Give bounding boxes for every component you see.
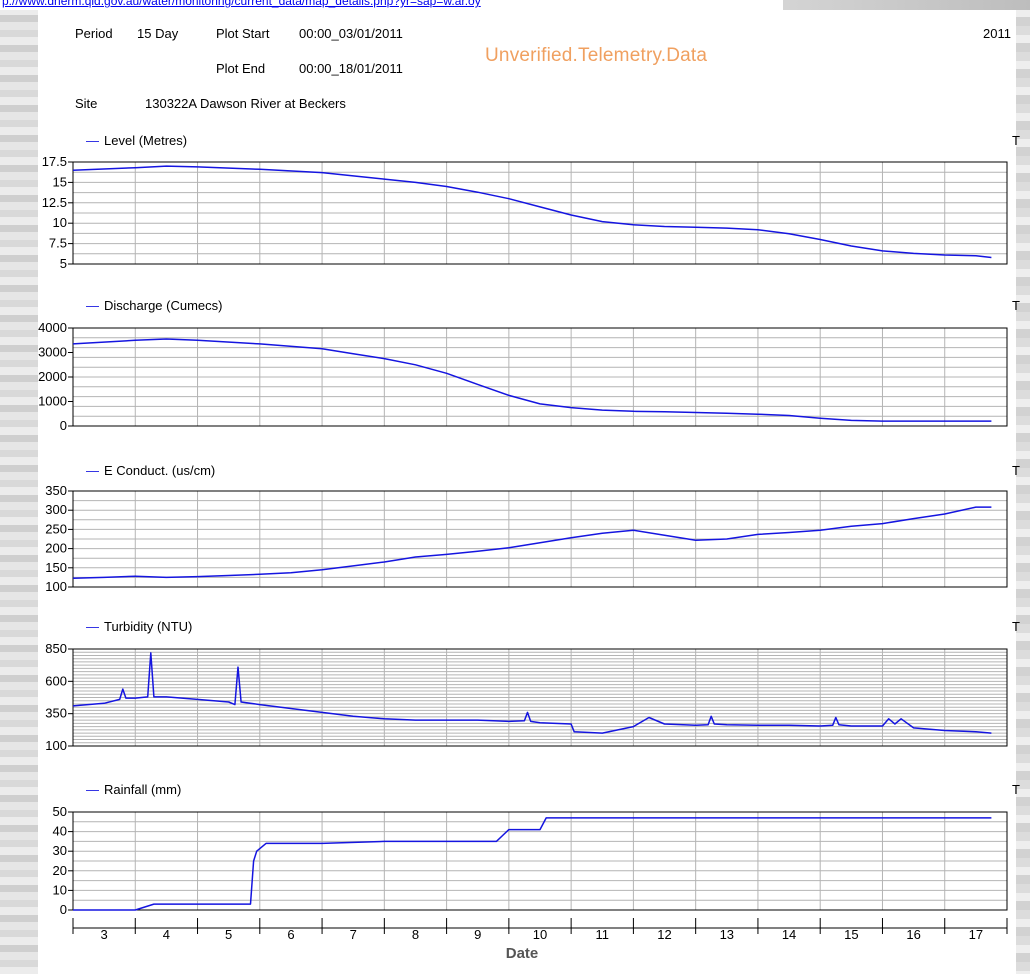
series-title: Discharge (Cumecs) [104,298,222,313]
y-tick-label: 2000 [38,369,67,384]
y-tick-label: 12.5 [42,195,67,210]
plot-end-value: 00:00_18/01/2011 [299,61,403,76]
panel-marker-t: T [1012,298,1020,313]
panel-marker-t: T [1012,782,1020,797]
y-tick-label: 50 [53,804,67,819]
y-tick-label: 1000 [38,394,67,409]
legend-line-swatch: — [86,463,99,478]
y-tick-label: 200 [45,541,67,556]
x-tick-label: 6 [287,927,294,942]
legend-line-swatch: — [86,782,99,797]
unverified-watermark: Unverified.Telemetry.Data [485,45,708,66]
series-line [72,165,992,259]
series-title: Rainfall (mm) [104,782,181,797]
y-tick-label: 40 [53,824,67,839]
y-tick-label: 3000 [38,345,67,360]
x-tick-label: 9 [474,927,481,942]
y-tick-label: 20 [53,863,67,878]
panel-marker-t: T [1012,133,1020,148]
x-tick-label: 16 [906,927,920,942]
series-line [72,506,992,579]
panel-frame [72,490,1008,588]
y-tick-label: 30 [53,843,67,858]
x-tick-label: 11 [596,927,610,942]
y-tick-label: 10 [53,882,67,897]
x-tick-label: 4 [163,927,170,942]
y-tick-label: 600 [45,673,67,688]
series-title: Turbidity (NTU) [104,619,192,634]
panel-marker-t: T [1012,619,1020,634]
y-tick-label: 5 [60,256,67,271]
x-tick-label: 17 [969,927,983,942]
x-axis: 3 4 5 6 7 8 9 10 11 12 13 14 15 16 17 Date [72,918,1008,962]
chart-panel-5: 0 10 20 30 40 50 — Rainfall (mm) T [53,782,1020,917]
x-tick-label: 13 [720,927,734,942]
plot-start-value: 00:00_03/01/2011 [299,26,403,41]
year-label: 2011 [983,26,1011,41]
panel-frame [72,811,1008,911]
series-title: Level (Metres) [104,133,187,148]
y-tick-label: 350 [45,706,67,721]
panel-frame [72,161,1008,265]
y-tick-label: 7.5 [49,236,67,251]
site-label: Site [75,96,98,111]
site-value: 130322A Dawson River at Beckers [145,96,346,111]
y-tick-label: 300 [45,502,67,517]
y-tick-label: 350 [45,483,67,498]
x-tick-label: 10 [533,927,547,942]
y-tick-label: 100 [45,738,67,753]
y-tick-label: 4000 [38,320,67,335]
chart-panel-4: 100 350 600 850 — Turbidity (NTU) T [45,619,1020,753]
period-label: Period [75,26,113,41]
left-background-border [0,0,38,974]
x-tick-label: 8 [412,927,419,942]
y-tick-label: 17.5 [42,154,67,169]
y-tick-label: 150 [45,560,67,575]
x-tick-label: 14 [782,927,796,942]
legend-line-swatch: — [86,619,99,634]
top-background-strip [0,0,1030,10]
x-axis-title: Date [506,945,539,962]
series-title: E Conduct. (us/cm) [104,463,215,478]
y-tick-label: 10 [53,215,67,230]
y-tick-label: 100 [45,579,67,594]
y-tick-label: 850 [45,641,67,656]
right-background-border [1016,0,1030,974]
y-tick-label: 250 [45,521,67,536]
series-line [73,817,992,911]
x-tick-label: 12 [657,927,671,942]
plot-start-label: Plot Start [216,26,270,41]
y-tick-label: 0 [60,418,67,433]
period-value: 15 Day [137,26,179,41]
series-line [72,338,992,422]
plot-end-label: Plot End [216,61,266,76]
page-url-link[interactable]: p://www.dnerm.qld.gov.au/water/monitorin… [2,0,481,8]
y-tick-label: 0 [60,902,67,917]
series-line [72,652,992,734]
chart-panel-3: 100 150 200 250 300 350 — E Conduct. (us/cm) T [45,463,1020,594]
x-tick-label: 7 [350,927,357,942]
x-tick-label: 3 [101,927,108,942]
x-tick-label: 5 [225,927,232,942]
chart-panel-1: 5 7.5 10 12.5 15 17.5 — Level (Metres) T [42,133,1020,271]
panel-frame [72,648,1008,747]
x-tick-label: 15 [844,927,858,942]
y-tick-label: 15 [53,174,67,189]
legend-line-swatch: — [86,298,99,313]
chart-panel-2: 0 1000 2000 3000 4000 — Discharge (Cumecs) T [38,298,1020,433]
panel-marker-t: T [1012,463,1020,478]
legend-line-swatch: — [86,133,99,148]
